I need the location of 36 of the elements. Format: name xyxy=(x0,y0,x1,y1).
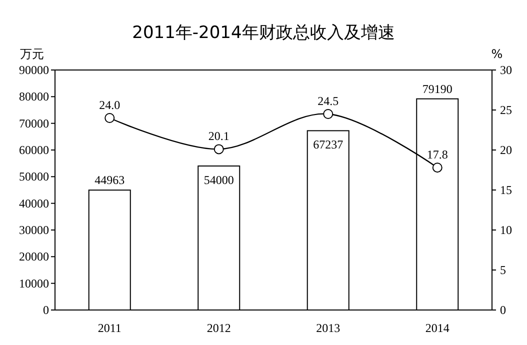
y-tick-label: 60000 xyxy=(19,143,49,157)
data-label: 24.5 xyxy=(318,94,339,108)
y2-tick-label: 5 xyxy=(500,263,506,277)
y-tick-label: 10000 xyxy=(19,276,49,290)
y-tick-label: 30000 xyxy=(19,223,49,237)
x-tick-label: 2011 xyxy=(98,321,122,335)
x-tick-label: 2014 xyxy=(425,321,450,335)
chart-title: 2011年-2014年财政总收入及增速 xyxy=(132,23,395,43)
y-axis-title: 万元 xyxy=(20,47,44,61)
x-tick-label: 2012 xyxy=(206,321,231,335)
y2-tick-label: 20 xyxy=(500,143,512,157)
data-label: 24.0 xyxy=(99,98,120,112)
y-tick-label: 50000 xyxy=(19,170,49,184)
data-label: 20.1 xyxy=(208,129,230,144)
y2-tick-label: 30 xyxy=(500,63,512,77)
y-tick-label: 40000 xyxy=(19,196,49,210)
point xyxy=(104,113,115,123)
point xyxy=(323,109,334,119)
data-label: 17.8 xyxy=(426,148,448,162)
data-label: 67237 xyxy=(313,138,344,152)
y-tick-label: 90000 xyxy=(19,63,49,77)
point xyxy=(432,162,442,173)
data-label: 54000 xyxy=(204,173,234,187)
y2-axis-title: % xyxy=(491,47,503,61)
y2-tick-label: 25 xyxy=(500,103,512,117)
point xyxy=(214,144,224,154)
y2-tick-label: 10 xyxy=(500,223,512,237)
x-tick-label: 2013 xyxy=(316,321,340,335)
y-tick-label: 0 xyxy=(43,303,49,317)
y2-tick-label: 15 xyxy=(500,183,512,197)
y2-tick-label: 0 xyxy=(500,303,506,317)
y-tick-label: 20000 xyxy=(19,250,49,264)
y-tick-label: 80000 xyxy=(19,90,49,104)
y-tick-label: 70000 xyxy=(19,116,49,130)
data-label: 44963 xyxy=(94,173,125,188)
data-label: 79190 xyxy=(422,82,452,96)
